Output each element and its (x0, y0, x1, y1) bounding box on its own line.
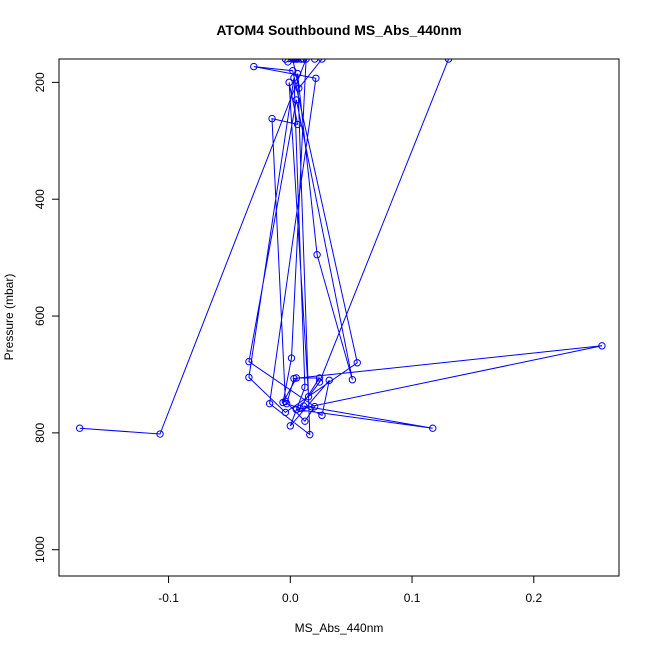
x-tick-label: 0.2 (525, 591, 542, 605)
x-tick-label: -0.1 (158, 591, 179, 605)
data-point (265, 399, 274, 408)
y-axis: 200 400 600 800 1000 (33, 72, 59, 563)
data-point (293, 120, 302, 129)
data-point (301, 383, 309, 392)
data-point (598, 342, 606, 350)
data-point (313, 251, 321, 259)
data-point (348, 376, 357, 384)
data-point (296, 404, 304, 413)
series-layer (75, 59, 606, 439)
x-tick-label: 0.1 (404, 591, 421, 605)
data-point (429, 424, 437, 432)
data-point (304, 392, 313, 401)
data-point (353, 359, 361, 367)
data-point (315, 378, 324, 386)
data-point (245, 357, 253, 366)
data-point (312, 74, 320, 82)
data-point (281, 408, 290, 417)
data-point (325, 376, 333, 384)
plot-frame (58, 58, 620, 577)
data-point (281, 397, 290, 406)
data-point (245, 373, 253, 382)
data-point (306, 430, 314, 439)
x-axis-label: MS_Abs_440nm (295, 621, 384, 635)
data-point (444, 59, 453, 63)
chart-title: ATOM4 Southbound MS_Abs_440nm (216, 22, 461, 38)
x-axis: -0.1 0.0 0.1 0.2 (158, 576, 542, 605)
data-point (301, 417, 309, 425)
y-tick-label: 400 (33, 189, 47, 209)
data-point (299, 402, 308, 410)
data-point (286, 422, 295, 430)
data-point (315, 374, 324, 382)
data-point (318, 59, 326, 63)
series-line (79, 59, 603, 436)
data-point (250, 62, 258, 71)
data-point (290, 374, 298, 383)
data-point (156, 430, 164, 438)
data-point (285, 78, 293, 87)
y-tick-label: 1000 (33, 536, 47, 563)
data-point (75, 424, 84, 432)
data-point (287, 354, 296, 362)
y-axis-label: Pressure (mbar) (2, 274, 16, 361)
y-tick-label: 800 (33, 423, 47, 443)
data-point (310, 59, 319, 63)
data-point (292, 405, 301, 414)
data-point (293, 69, 302, 78)
data-point (268, 114, 276, 123)
y-tick-label: 600 (33, 306, 47, 326)
data-point (290, 73, 298, 82)
data-point (284, 59, 292, 66)
data-point (291, 59, 299, 63)
x-tick-label: 0.0 (282, 591, 299, 605)
data-point (302, 59, 310, 63)
data-point (295, 84, 303, 92)
data-point (318, 411, 326, 420)
data-point (281, 59, 290, 63)
data-point (297, 59, 305, 63)
y-tick-label: 200 (33, 72, 47, 92)
data-point (310, 402, 319, 411)
data-point (292, 96, 301, 104)
data-point (299, 59, 308, 63)
